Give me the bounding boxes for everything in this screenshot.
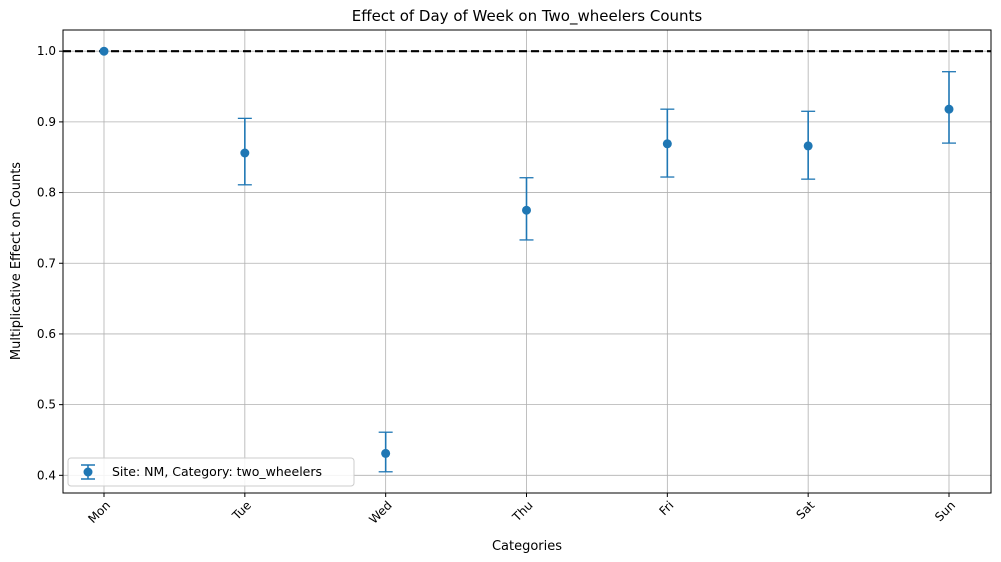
- legend-marker: [83, 467, 93, 477]
- chart-title: Effect of Day of Week on Two_wheelers Co…: [352, 7, 703, 26]
- y-tick-label: 0.5: [37, 398, 56, 412]
- data-point: [662, 139, 672, 149]
- y-tick-label: 1.0: [37, 44, 56, 58]
- y-tick-label: 0.8: [37, 186, 56, 200]
- legend: Site: NM, Category: two_wheelers: [67, 457, 355, 487]
- legend-box: [67, 457, 355, 487]
- x-tick-label: Fri: [656, 498, 676, 518]
- data-point: [240, 148, 250, 158]
- x-tick-label: Mon: [85, 498, 113, 526]
- y-tick-label: 0.6: [37, 327, 56, 341]
- data-point: [99, 46, 109, 56]
- x-tick-label: Thu: [509, 498, 536, 525]
- x-tick-label: Sat: [793, 498, 817, 522]
- data-point: [944, 104, 954, 114]
- data-point: [381, 448, 391, 458]
- data-point: [803, 141, 813, 151]
- x-axis-label: Categories: [492, 539, 562, 554]
- x-tick-label: Tue: [229, 498, 254, 523]
- x-tick-label: Wed: [366, 498, 394, 526]
- data-point: [522, 205, 531, 215]
- y-tick-label: 0.7: [37, 256, 56, 270]
- y-axis-label: Multiplicative Effect on Counts: [9, 162, 24, 360]
- x-tick-label: Sun: [932, 498, 958, 524]
- y-tick-label: 0.4: [37, 468, 56, 482]
- plot-area: 0.4 0.5 0.6 0.7 0.8 0.9 1.0 Mon Tue Wed Thu Fri Sat S…: [37, 29, 992, 527]
- plot-frame: [62, 29, 992, 494]
- y-tick-label: 0.9: [37, 115, 56, 129]
- legend-label: Site: NM, Category: two_wheelers: [112, 464, 322, 479]
